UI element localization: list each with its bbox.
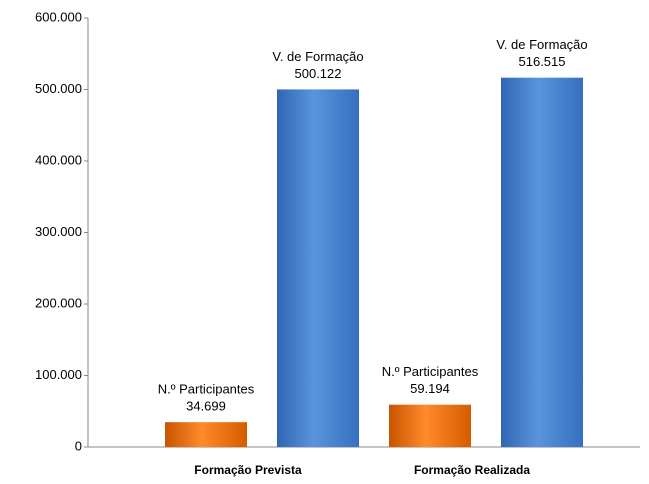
data-label: 516.515 [519,54,566,69]
data-label: 34.699 [186,399,226,414]
y-tick-label: 100.000 [35,367,82,382]
x-tick-label: Formação Prevista [194,463,302,477]
data-label: 59.194 [410,381,450,396]
data-label-name: V. de Formação [496,37,587,52]
y-tick-label: 0 [75,438,82,453]
y-tick-label: 200.000 [35,295,82,310]
bar [165,422,247,447]
y-tick-label: 300.000 [35,224,82,239]
y-tick-label: 500.000 [35,81,82,96]
data-label: 500.122 [295,66,342,81]
data-label-name: V. de Formação [272,49,363,64]
data-label-name: N.º Participantes [382,364,479,379]
x-tick-label: Formação Realizada [414,463,530,477]
y-tick-label: 400.000 [35,152,82,167]
y-tick-label: 600.000 [35,9,82,24]
data-label-name: N.º Participantes [158,382,255,397]
bar [501,77,583,447]
bar [389,404,471,447]
bar [277,89,359,447]
